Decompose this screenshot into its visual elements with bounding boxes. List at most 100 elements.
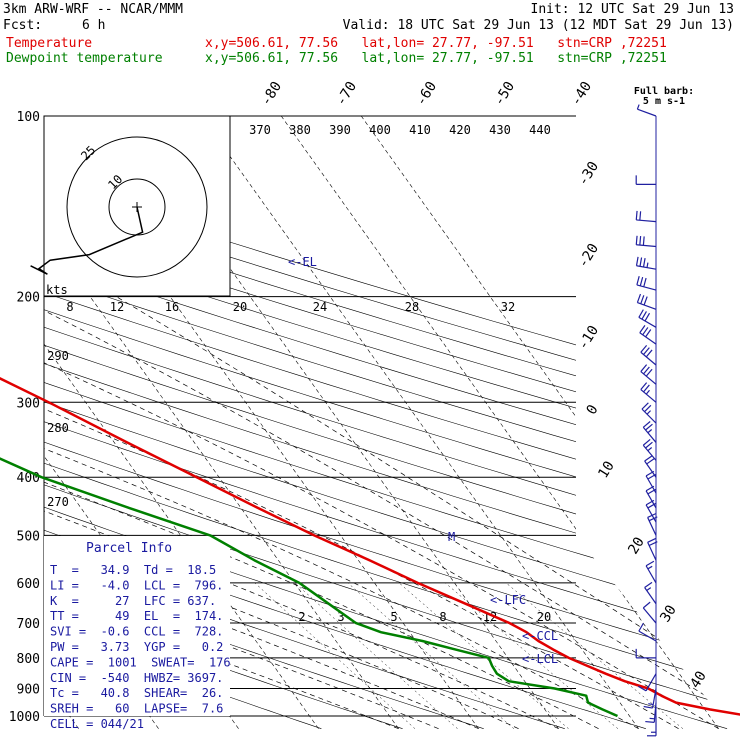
pressure-label: 600 bbox=[17, 577, 40, 592]
wind-barb-flag bbox=[645, 720, 655, 723]
wind-barb-flag bbox=[643, 296, 648, 306]
wind-barb-flag bbox=[641, 402, 649, 410]
wind-barb-half-flag bbox=[647, 565, 653, 570]
dry-adiabat bbox=[44, 116, 740, 729]
wind-barb-flag bbox=[645, 499, 655, 506]
parcel-panel-bg bbox=[44, 536, 230, 716]
wind-barb-flag bbox=[642, 236, 645, 246]
wind-barb-flag bbox=[640, 344, 648, 353]
dry-adiabat bbox=[44, 116, 740, 729]
isotherm-label: -20 bbox=[575, 241, 602, 271]
parcel-row: CELL = 044/21 bbox=[50, 717, 144, 731]
wind-barb-flag bbox=[642, 327, 649, 336]
dry-adiabat bbox=[44, 116, 740, 729]
mixing-ratio-line bbox=[294, 582, 458, 729]
isotherm-label: 30 bbox=[657, 602, 680, 625]
wind-barb-flag bbox=[639, 257, 643, 267]
hodograph-trace bbox=[30, 206, 144, 275]
wind-barb-flag bbox=[645, 470, 655, 477]
wind-barb-flag bbox=[639, 325, 646, 334]
dry-adiabat bbox=[44, 116, 728, 729]
wind-barb bbox=[635, 256, 657, 270]
wind-barb-half-flag bbox=[646, 587, 652, 591]
wind-barb-flag bbox=[639, 236, 642, 246]
wind-barb bbox=[642, 421, 657, 443]
mixing-ratio-line bbox=[398, 582, 569, 729]
wind-barb-flag bbox=[636, 276, 640, 286]
wind-barb bbox=[647, 513, 658, 536]
wind-barb-flag bbox=[642, 421, 651, 428]
wind-barb-column: Full barb:5 m s-1 bbox=[634, 86, 694, 737]
parcel-row: K = 27 LFC = 637. bbox=[50, 594, 216, 608]
wind-barb bbox=[645, 560, 657, 584]
isotherm-label: -70 bbox=[333, 79, 360, 109]
pressure-label: 800 bbox=[17, 652, 40, 667]
mixing-ratio-label: 8 bbox=[439, 610, 446, 624]
wind-barb-flag bbox=[645, 423, 653, 431]
wind-barb-staff bbox=[644, 587, 657, 605]
speed-axis-label: 12 bbox=[110, 300, 124, 314]
level-annotations: <-EL <-LFC <-CCL <-LCL M bbox=[288, 255, 558, 666]
wind-barb bbox=[641, 402, 657, 424]
wind-barb-staff bbox=[636, 219, 657, 223]
wind-barb-flag bbox=[645, 329, 652, 338]
wind-barb bbox=[636, 104, 657, 117]
temperature-trace bbox=[0, 377, 740, 716]
theta-label: 440 bbox=[529, 123, 551, 137]
isotherm-label: 10 bbox=[595, 458, 618, 481]
parcel-row: SVI = -0.6 CCL = 728. bbox=[50, 625, 223, 639]
wind-barb-flag bbox=[648, 516, 658, 522]
wind-barb-flag bbox=[636, 293, 642, 303]
pressure-label: 700 bbox=[17, 617, 40, 632]
dry-adiabat bbox=[44, 116, 403, 729]
dry-adiabat bbox=[44, 116, 740, 729]
wind-barb-flag bbox=[640, 295, 645, 304]
dry-adiabat bbox=[44, 116, 740, 729]
valid-time: Valid: 18 UTC Sat 29 Jun 13 (12 MDT Sat … bbox=[342, 18, 734, 33]
dewpoint-location: x,y=506.61, 77.56 lat,lon= 27.77, -97.51… bbox=[205, 51, 667, 66]
wind-barb-flag bbox=[642, 439, 651, 446]
isotherm-label: -40 bbox=[568, 79, 595, 109]
isotherm-label: -50 bbox=[491, 79, 518, 109]
wind-barb-flag bbox=[646, 458, 655, 465]
el-marker: <-EL bbox=[288, 255, 317, 269]
wind-barb bbox=[635, 648, 656, 659]
wind-barb-half-flag bbox=[646, 262, 649, 268]
wind-barb-flag bbox=[644, 581, 653, 589]
theta-label: 410 bbox=[409, 123, 431, 137]
wind-barb-flag bbox=[643, 277, 647, 287]
lfc-marker: <-LFC bbox=[490, 593, 526, 607]
dry-adiabat bbox=[44, 116, 740, 729]
wind-barb bbox=[643, 688, 657, 709]
mixing-ratio-label: 3 bbox=[337, 610, 344, 624]
isotherm-line bbox=[280, 116, 719, 729]
parcel-title: Parcel Info bbox=[86, 541, 172, 556]
speed-axis-label: 20 bbox=[233, 300, 247, 314]
wind-barb bbox=[640, 344, 657, 366]
parcel-row: Tc = 40.8 SHEAR= 26. bbox=[50, 686, 223, 700]
isotherm-label: -60 bbox=[413, 79, 440, 109]
wind-barb-staff bbox=[636, 284, 657, 291]
wind-barb-staff bbox=[645, 504, 657, 523]
wind-barb-flag bbox=[641, 311, 647, 320]
dry-adiabat bbox=[44, 116, 740, 729]
isotherm-label: -80 bbox=[258, 79, 285, 109]
lcl-marker: <-LCL bbox=[522, 652, 558, 666]
speed-axis-label: 32 bbox=[501, 300, 515, 314]
model-title: 3km ARW-WRF -- NCAR/MMM bbox=[3, 2, 184, 17]
wind-barb bbox=[638, 309, 657, 328]
moist-adiabat bbox=[44, 116, 719, 730]
dry-adiabat bbox=[44, 116, 740, 729]
wind-barb-flag bbox=[635, 235, 638, 245]
theta-e-label: 270 bbox=[47, 495, 69, 509]
wind-barb-half-flag bbox=[646, 410, 651, 415]
moist-adiabat bbox=[44, 364, 439, 730]
mixing-ratio-line bbox=[505, 582, 684, 729]
dry-adiabat bbox=[44, 116, 740, 729]
parcel-row: TT = 49 EL = 174. bbox=[50, 609, 223, 623]
wind-barb-flag bbox=[644, 312, 651, 322]
theta-label: 380 bbox=[289, 123, 311, 137]
moist-adiabat bbox=[44, 116, 740, 729]
theta-label: 430 bbox=[489, 123, 511, 137]
